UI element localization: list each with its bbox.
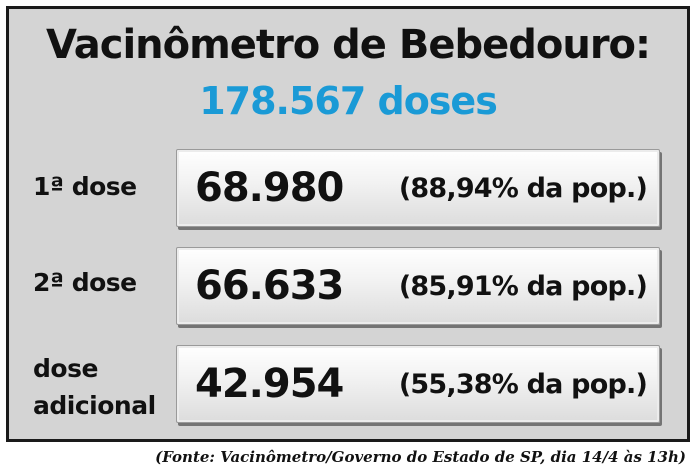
additional-dose-box: 42.954 (55,38% da pop.): [176, 345, 660, 423]
second-dose-percent: (85,91% da pop.): [398, 271, 648, 302]
second-dose-value: 66.633: [195, 263, 344, 309]
first-dose-value: 68.980: [195, 165, 344, 211]
panel-title: Vacinômetro de Bebedouro:: [45, 22, 651, 68]
row-label-second-dose: 2ª dose: [33, 268, 137, 297]
additional-dose-percent: (55,38% da pop.): [398, 369, 648, 400]
row-label-additional-dose-line2: adicional: [33, 391, 156, 420]
row-label-first-dose: 1ª dose: [33, 172, 137, 201]
additional-dose-value: 42.954: [195, 361, 344, 407]
vaccine-panel: Vacinômetro de Bebedouro: 178.567 doses …: [6, 6, 690, 442]
first-dose-percent: (88,94% da pop.): [398, 173, 648, 204]
source-note: (Fonte: Vacinômetro/Governo do Estado de…: [155, 448, 686, 466]
first-dose-box: 68.980 (88,94% da pop.): [176, 149, 660, 227]
second-dose-box: 66.633 (85,91% da pop.): [176, 247, 660, 325]
total-doses: 178.567 doses: [199, 79, 498, 123]
row-label-additional-dose-line1: dose: [33, 354, 98, 383]
